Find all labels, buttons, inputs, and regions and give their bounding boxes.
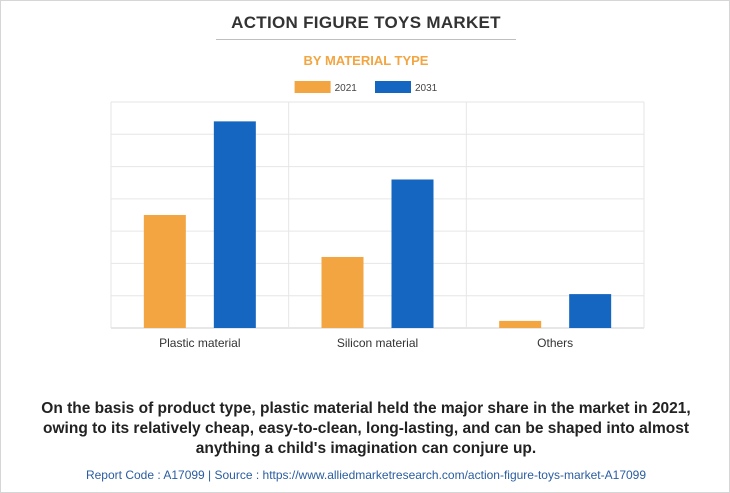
- report-source-footer[interactable]: Report Code : A17099 | Source : https://…: [85, 468, 647, 482]
- bar-2021-silicon-material: [321, 256, 364, 328]
- chart-subtitle: BY MATERIAL TYPE: [303, 53, 429, 68]
- chart-caption: On the basis of product type, plastic ma…: [41, 400, 691, 457]
- legend-swatch-2031: [375, 81, 411, 93]
- x-tick-label: Plastic material: [159, 336, 240, 350]
- chart-title: ACTION FIGURE TOYS MARKET: [231, 13, 501, 32]
- bar-2021-others: [499, 320, 542, 328]
- legend-label-2021: 2021: [335, 83, 358, 94]
- bar-2031-silicon-material: [391, 179, 434, 328]
- bar-chart: Plastic material Silicon material Others 20…: [110, 81, 645, 350]
- legend-label-2031: 2031: [415, 83, 438, 94]
- x-tick-label: Others: [537, 336, 573, 350]
- bar-2021-plastic-material: [143, 215, 186, 328]
- x-tick-label: Silicon material: [337, 336, 418, 350]
- bar-2031-others: [569, 294, 612, 328]
- title-divider: [216, 39, 516, 40]
- legend-swatch-2021: [294, 81, 331, 93]
- bar-2031-plastic-material: [213, 121, 256, 328]
